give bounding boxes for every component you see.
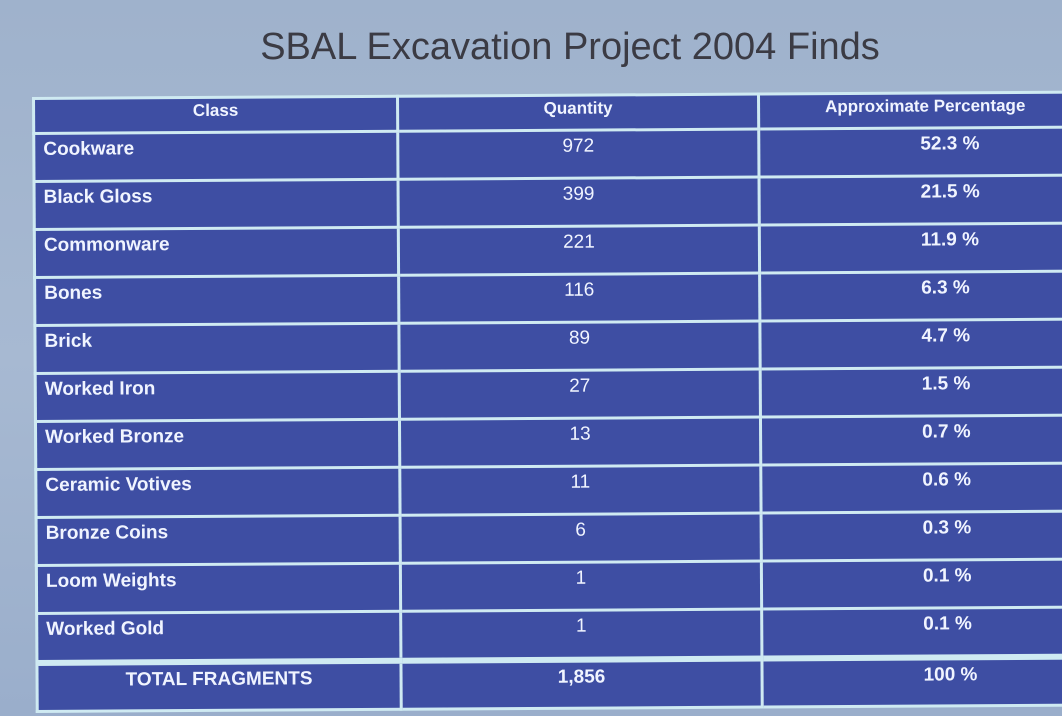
header-quantity: Quantity: [397, 94, 759, 132]
class-cell: Worked Iron: [35, 371, 400, 422]
class-cell: Brick: [34, 323, 400, 374]
quantity-cell: 89: [398, 321, 761, 372]
quantity-cell: 116: [398, 273, 760, 324]
table-row: Cookware 972 52.3 %: [33, 127, 1062, 182]
percentage-cell: 21.5 %: [759, 175, 1062, 226]
quantity-cell: 972: [397, 129, 760, 180]
class-cell: Black Gloss: [34, 179, 399, 230]
table-row: Worked Iron 27 1.5 %: [35, 367, 1062, 422]
table-row: Worked Bronze 13 0.7 %: [35, 415, 1062, 470]
table-row: Loom Weights 1 0.1 %: [36, 559, 1062, 614]
percentage-cell: 0.6 %: [760, 463, 1062, 514]
header-percentage: Approximate Percentage: [758, 92, 1062, 130]
total-quantity-cell: 1,856: [400, 658, 763, 710]
quantity-cell: 13: [399, 417, 761, 468]
quantity-cell: 6: [400, 513, 762, 564]
percentage-cell: 0.1 %: [761, 559, 1062, 610]
table-row: Bones 116 6.3 %: [34, 271, 1062, 326]
class-cell: Worked Bronze: [35, 419, 400, 470]
table-row: Ceramic Votives 11 0.6 %: [35, 463, 1062, 518]
quantity-cell: 221: [398, 225, 760, 276]
table-row: Brick 89 4.7 %: [34, 319, 1062, 374]
percentage-cell: 0.1 %: [761, 607, 1062, 659]
quantity-cell: 1: [400, 609, 762, 661]
percentage-cell: 11.9 %: [759, 223, 1062, 274]
quantity-cell: 399: [398, 177, 760, 228]
class-cell: Bones: [34, 275, 399, 326]
table-row: Bronze Coins 6 0.3 %: [36, 511, 1062, 566]
table-row: Black Gloss 399 21.5 %: [34, 175, 1062, 230]
class-cell: Worked Gold: [36, 611, 401, 663]
percentage-cell: 0.7 %: [760, 415, 1062, 466]
percentage-cell: 4.7 %: [759, 319, 1062, 370]
total-row: TOTAL FRAGMENTS 1,856 100 %: [36, 656, 1062, 712]
class-cell: Ceramic Votives: [35, 467, 401, 518]
class-cell: Loom Weights: [36, 563, 401, 614]
total-percentage-cell: 100 %: [761, 656, 1062, 708]
finds-table: Class Quantity Approximate Percentage Co…: [32, 91, 1062, 713]
table-row: Worked Gold 1 0.1 %: [36, 607, 1062, 663]
class-cell: Cookware: [33, 131, 399, 182]
quantity-cell: 1: [400, 561, 762, 612]
class-cell: Bronze Coins: [36, 515, 401, 566]
table-row: Commonware 221 11.9 %: [34, 223, 1062, 278]
percentage-cell: 0.3 %: [761, 511, 1062, 562]
total-class-cell: TOTAL FRAGMENTS: [36, 660, 402, 712]
slide-title: SBAL Excavation Project 2004 Finds: [260, 26, 880, 68]
class-cell: Commonware: [34, 227, 399, 278]
quantity-cell: 27: [399, 369, 761, 420]
percentage-cell: 52.3 %: [758, 127, 1062, 178]
percentage-cell: 6.3 %: [759, 271, 1062, 322]
quantity-cell: 11: [399, 465, 762, 516]
header-class: Class: [33, 96, 398, 134]
percentage-cell: 1.5 %: [760, 367, 1062, 418]
